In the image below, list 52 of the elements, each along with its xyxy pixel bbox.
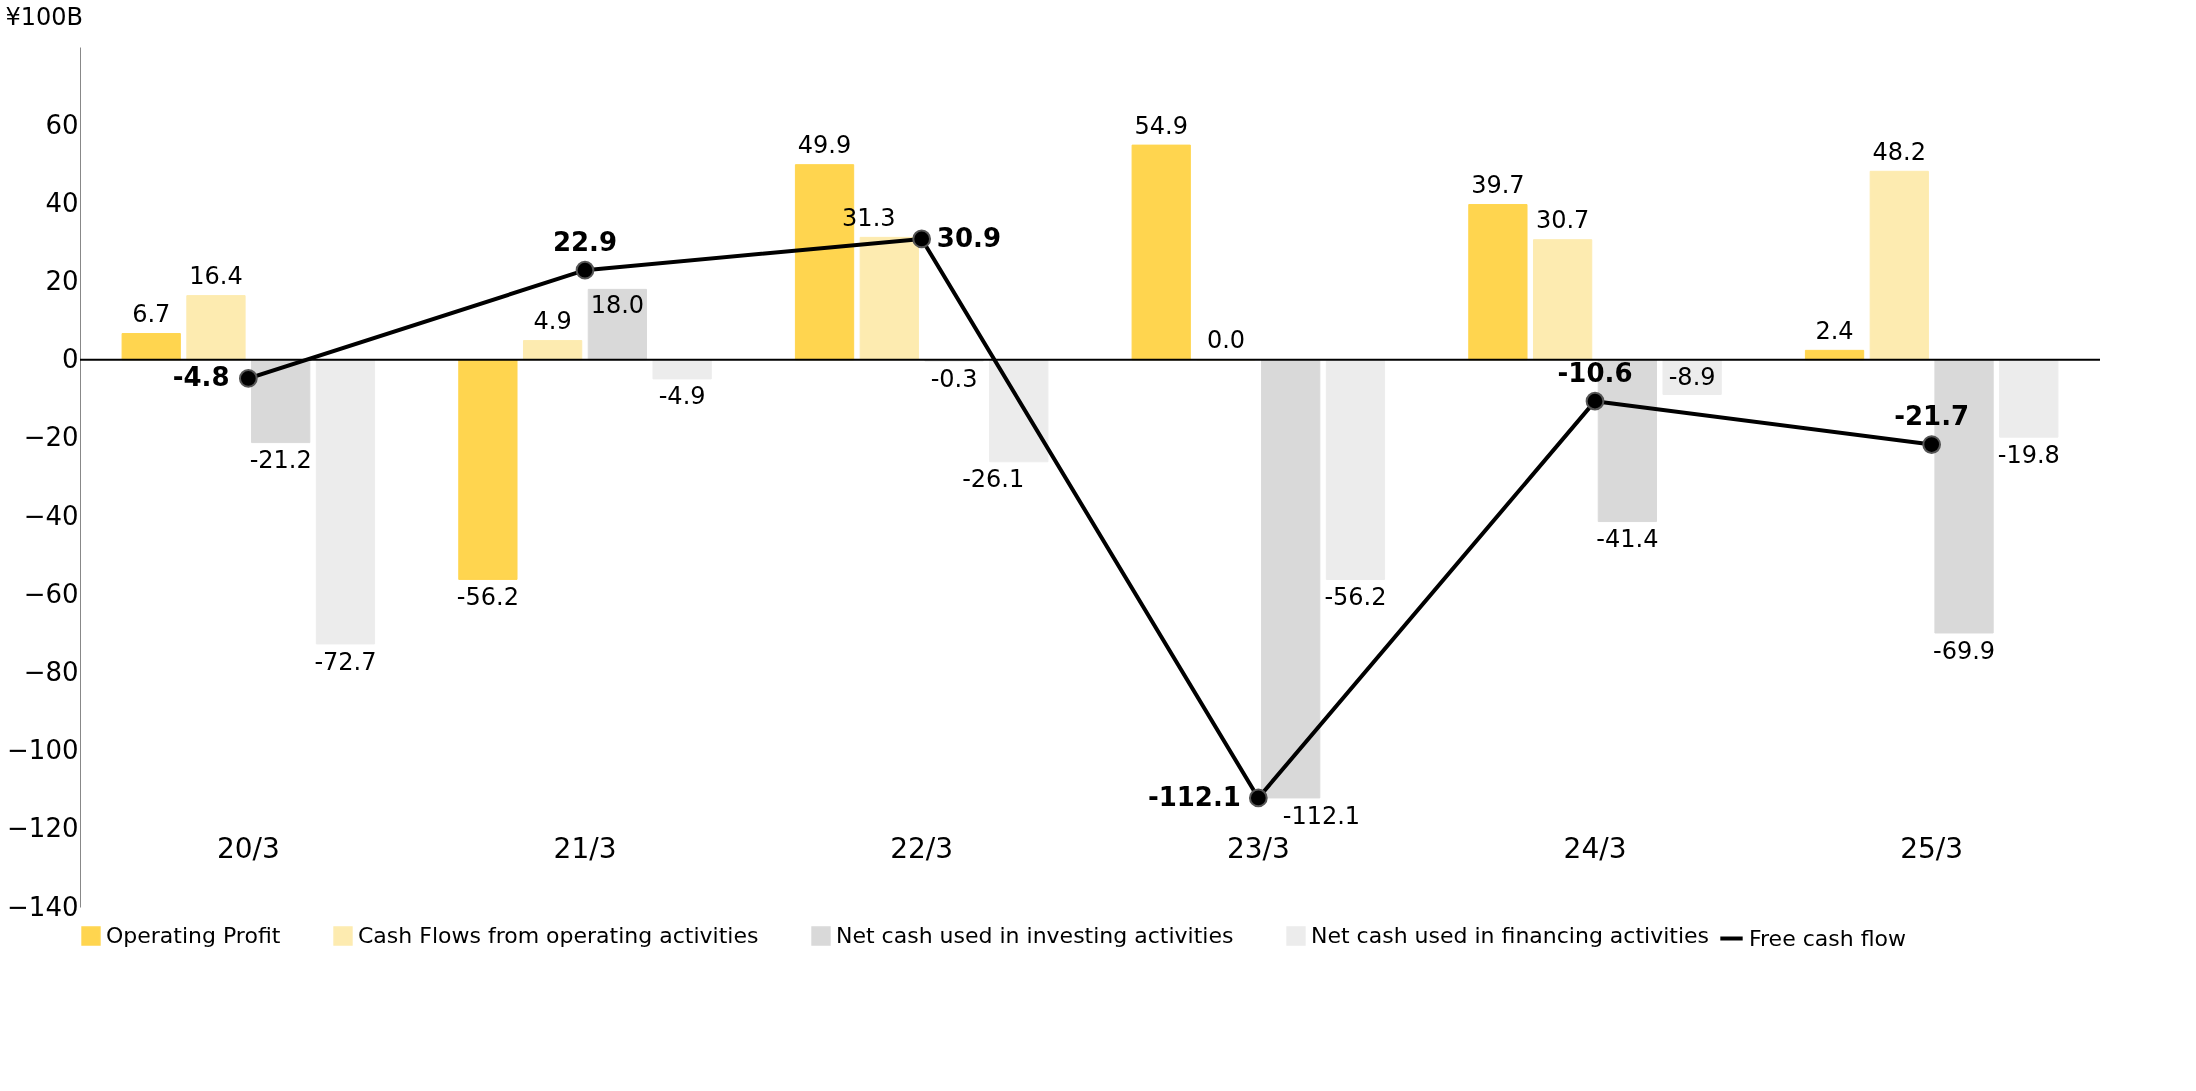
data-label: -21.7 [1894,400,1970,431]
data-label: -112.1 [1147,781,1241,812]
data-label: -56.2 [456,583,519,612]
data-label: -26.1 [962,465,1025,494]
y-tick-label: 0 [61,344,79,375]
data-label: -72.7 [314,647,377,676]
y-tick-label: −80 [23,656,79,687]
data-label: 6.7 [132,299,171,328]
data-label: 4.9 [533,306,572,335]
y-tick-label: −60 [23,578,79,609]
data-label: 49.9 [797,131,852,160]
legend-label: Net cash used in investing activities [836,923,1234,949]
data-label: 16.4 [189,262,243,291]
data-label: -21.2 [249,446,312,475]
data-label: -10.6 [1557,357,1633,388]
data-label: 18.0 [590,290,645,319]
y-tick-label: 40 [45,187,79,218]
x-tick-label: 22/3 [890,831,954,865]
data-label: -0.3 [930,364,978,393]
x-tick-label: 24/3 [1563,831,1627,865]
data-label: 48.2 [1872,137,1927,166]
y-tick-label: −100 [7,735,79,766]
data-label: 30.7 [1535,206,1590,235]
data-label: 2.4 [1815,316,1854,345]
x-tick-label: 20/3 [216,831,280,865]
y-tick-label: −40 [23,500,79,531]
data-label: -4.9 [658,382,706,411]
y-tick-label: 20 [45,266,79,297]
y-axis-title: ¥100B [5,2,84,31]
data-label: -8.9 [1668,362,1716,391]
legend-label: Net cash used in financing activities [1311,923,1710,949]
legend-label: Operating Profit [106,923,281,949]
data-label: -69.9 [1932,636,1996,665]
legend-label: Free cash flow [1749,925,1906,951]
x-tick-label: 21/3 [553,831,617,865]
data-label: 39.7 [1471,170,1525,199]
y-tick-label: 60 [45,109,79,140]
x-tick-label: 23/3 [1226,831,1290,865]
data-label: -19.8 [1997,440,2060,469]
data-label: 54.9 [1134,111,1188,140]
data-label: 30.9 [936,222,1002,253]
data-label: -56.2 [1324,583,1387,612]
y-tick-label: −20 [23,422,79,453]
data-label: -41.4 [1596,525,1659,554]
y-tick-label: −120 [7,813,79,844]
data-label: 22.9 [552,226,618,257]
data-label: -4.8 [172,362,230,393]
data-label: -112.1 [1282,801,1361,830]
y-tick-label: −140 [7,891,79,922]
x-tick-label: 25/3 [1900,831,1964,865]
legend-label: Cash Flows from operating activities [358,923,759,949]
data-label: 0.0 [1206,326,1246,355]
